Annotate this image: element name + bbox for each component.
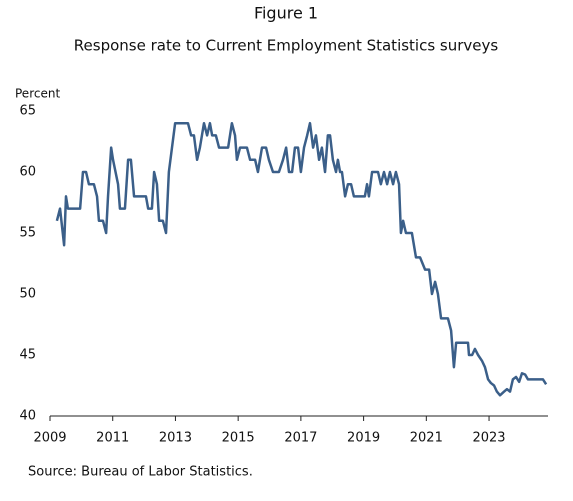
y-tick-label: 45	[19, 348, 36, 363]
y-tick-label: 40	[19, 409, 36, 424]
x-tick-label: 2013	[159, 431, 192, 446]
x-tick-label: 2017	[284, 431, 317, 446]
y-tick-label: 65	[19, 104, 36, 119]
chart-title: Figure 1	[254, 4, 318, 23]
x-tick-label: 2015	[222, 431, 255, 446]
y-tick-label: 50	[19, 287, 36, 302]
x-tick-label: 2009	[33, 431, 66, 446]
y-tick-label: 55	[19, 226, 36, 241]
x-tick-label: 2019	[347, 431, 380, 446]
x-tick-label: 2023	[472, 431, 505, 446]
x-tick-label: 2011	[96, 431, 129, 446]
x-tick-label: 2021	[410, 431, 443, 446]
chart-subtitle: Response rate to Current Employment Stat…	[74, 37, 499, 55]
source-note: Source: Bureau of Labor Statistics.	[28, 465, 253, 480]
y-axis-label: Percent	[15, 87, 60, 101]
y-tick-label: 60	[19, 165, 36, 180]
data-line	[55, 121, 548, 397]
